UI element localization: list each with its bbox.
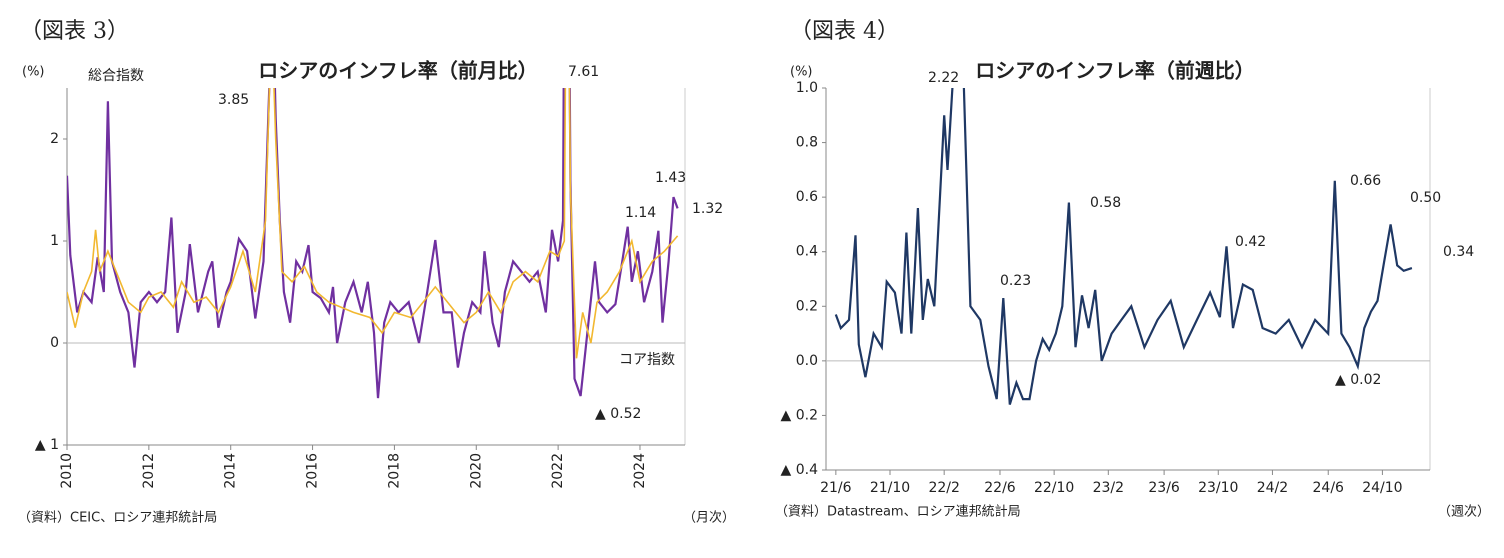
y-tick-label: ▲ 0.4 (781, 462, 819, 478)
x-tick-label: 2018 (386, 453, 402, 489)
y-tick-label: 0.2 (796, 298, 818, 314)
chart-title: ロシアのインフレ率（前週比） (975, 59, 1254, 83)
y-tick-label: 0.8 (796, 135, 818, 151)
x-tick-label: 24/6 (1313, 480, 1345, 496)
x-tick-label: 22/6 (984, 480, 1016, 496)
x-tick-label: 23/2 (1093, 480, 1124, 496)
data-line (67, 88, 679, 359)
annotation: 0.58 (1090, 195, 1121, 211)
annotation: 7.61 (568, 64, 599, 80)
annotation: 1.32 (692, 201, 723, 217)
annotation: 0.50 (1410, 190, 1441, 206)
x-tick-label: 2012 (141, 453, 157, 489)
legend-label: 総合指数 (88, 68, 144, 84)
x-tick-label: 2022 (550, 453, 566, 489)
legend-label: コア指数 (619, 352, 675, 368)
data-line (834, 88, 1413, 405)
figure-label: （図表 4） (790, 19, 899, 44)
x-tick-label: 23/6 (1148, 480, 1180, 496)
chart-title: ロシアのインフレ率（前月比） (258, 59, 537, 83)
y-tick-label: 0.4 (796, 244, 818, 260)
x-tick-label: 2014 (223, 453, 239, 489)
annotation: 3.85 (218, 92, 249, 108)
x-tick-label: 21/10 (870, 480, 910, 496)
y-tick-label: 1.0 (796, 80, 818, 96)
x-tick-label: 24/2 (1257, 480, 1288, 496)
y-tick-label: 0.0 (796, 353, 818, 369)
x-tick-label: 2016 (305, 453, 321, 489)
annotation: ▲ 0.52 (595, 406, 641, 422)
annotation: 0.34 (1443, 244, 1474, 260)
y-tick-label: ▲ 1 (35, 437, 59, 453)
annotation: 0.42 (1235, 234, 1266, 250)
x-tick-label: 22/10 (1034, 480, 1074, 496)
x-tick-label: 2010 (59, 453, 75, 489)
data-line (67, 88, 679, 399)
y-tick-label: 2 (50, 131, 59, 147)
annotation: 2.22 (928, 70, 959, 86)
annotation: 0.66 (1350, 173, 1381, 189)
unit-label: (%) (790, 65, 813, 80)
annotation: 0.23 (1000, 273, 1031, 289)
x-tick-label: 22/2 (928, 480, 959, 496)
x-tick-label: 23/10 (1198, 480, 1238, 496)
source-note: （資料）CEIC、ロシア連邦統計局 (18, 510, 217, 526)
frequency-note: （週次） (1438, 504, 1490, 520)
unit-label: (%) (22, 65, 45, 80)
frequency-note: （月次） (683, 510, 735, 526)
annotation: 1.43 (655, 170, 686, 186)
annotation: ▲ 0.02 (1335, 372, 1381, 388)
figure-label: （図表 3） (20, 19, 129, 44)
x-tick-label: 24/10 (1362, 480, 1402, 496)
y-tick-label: 0.6 (796, 189, 818, 205)
y-tick-label: ▲ 0.2 (781, 407, 818, 423)
annotation: 1.14 (625, 205, 656, 221)
x-tick-label: 2020 (468, 453, 484, 489)
source-note: （資料）Datastream、ロシア連邦統計局 (775, 504, 1021, 520)
x-tick-label: 21/6 (820, 480, 852, 496)
x-tick-label: 2024 (632, 453, 648, 489)
y-tick-label: 0 (50, 335, 59, 351)
y-tick-label: 1 (50, 233, 59, 249)
